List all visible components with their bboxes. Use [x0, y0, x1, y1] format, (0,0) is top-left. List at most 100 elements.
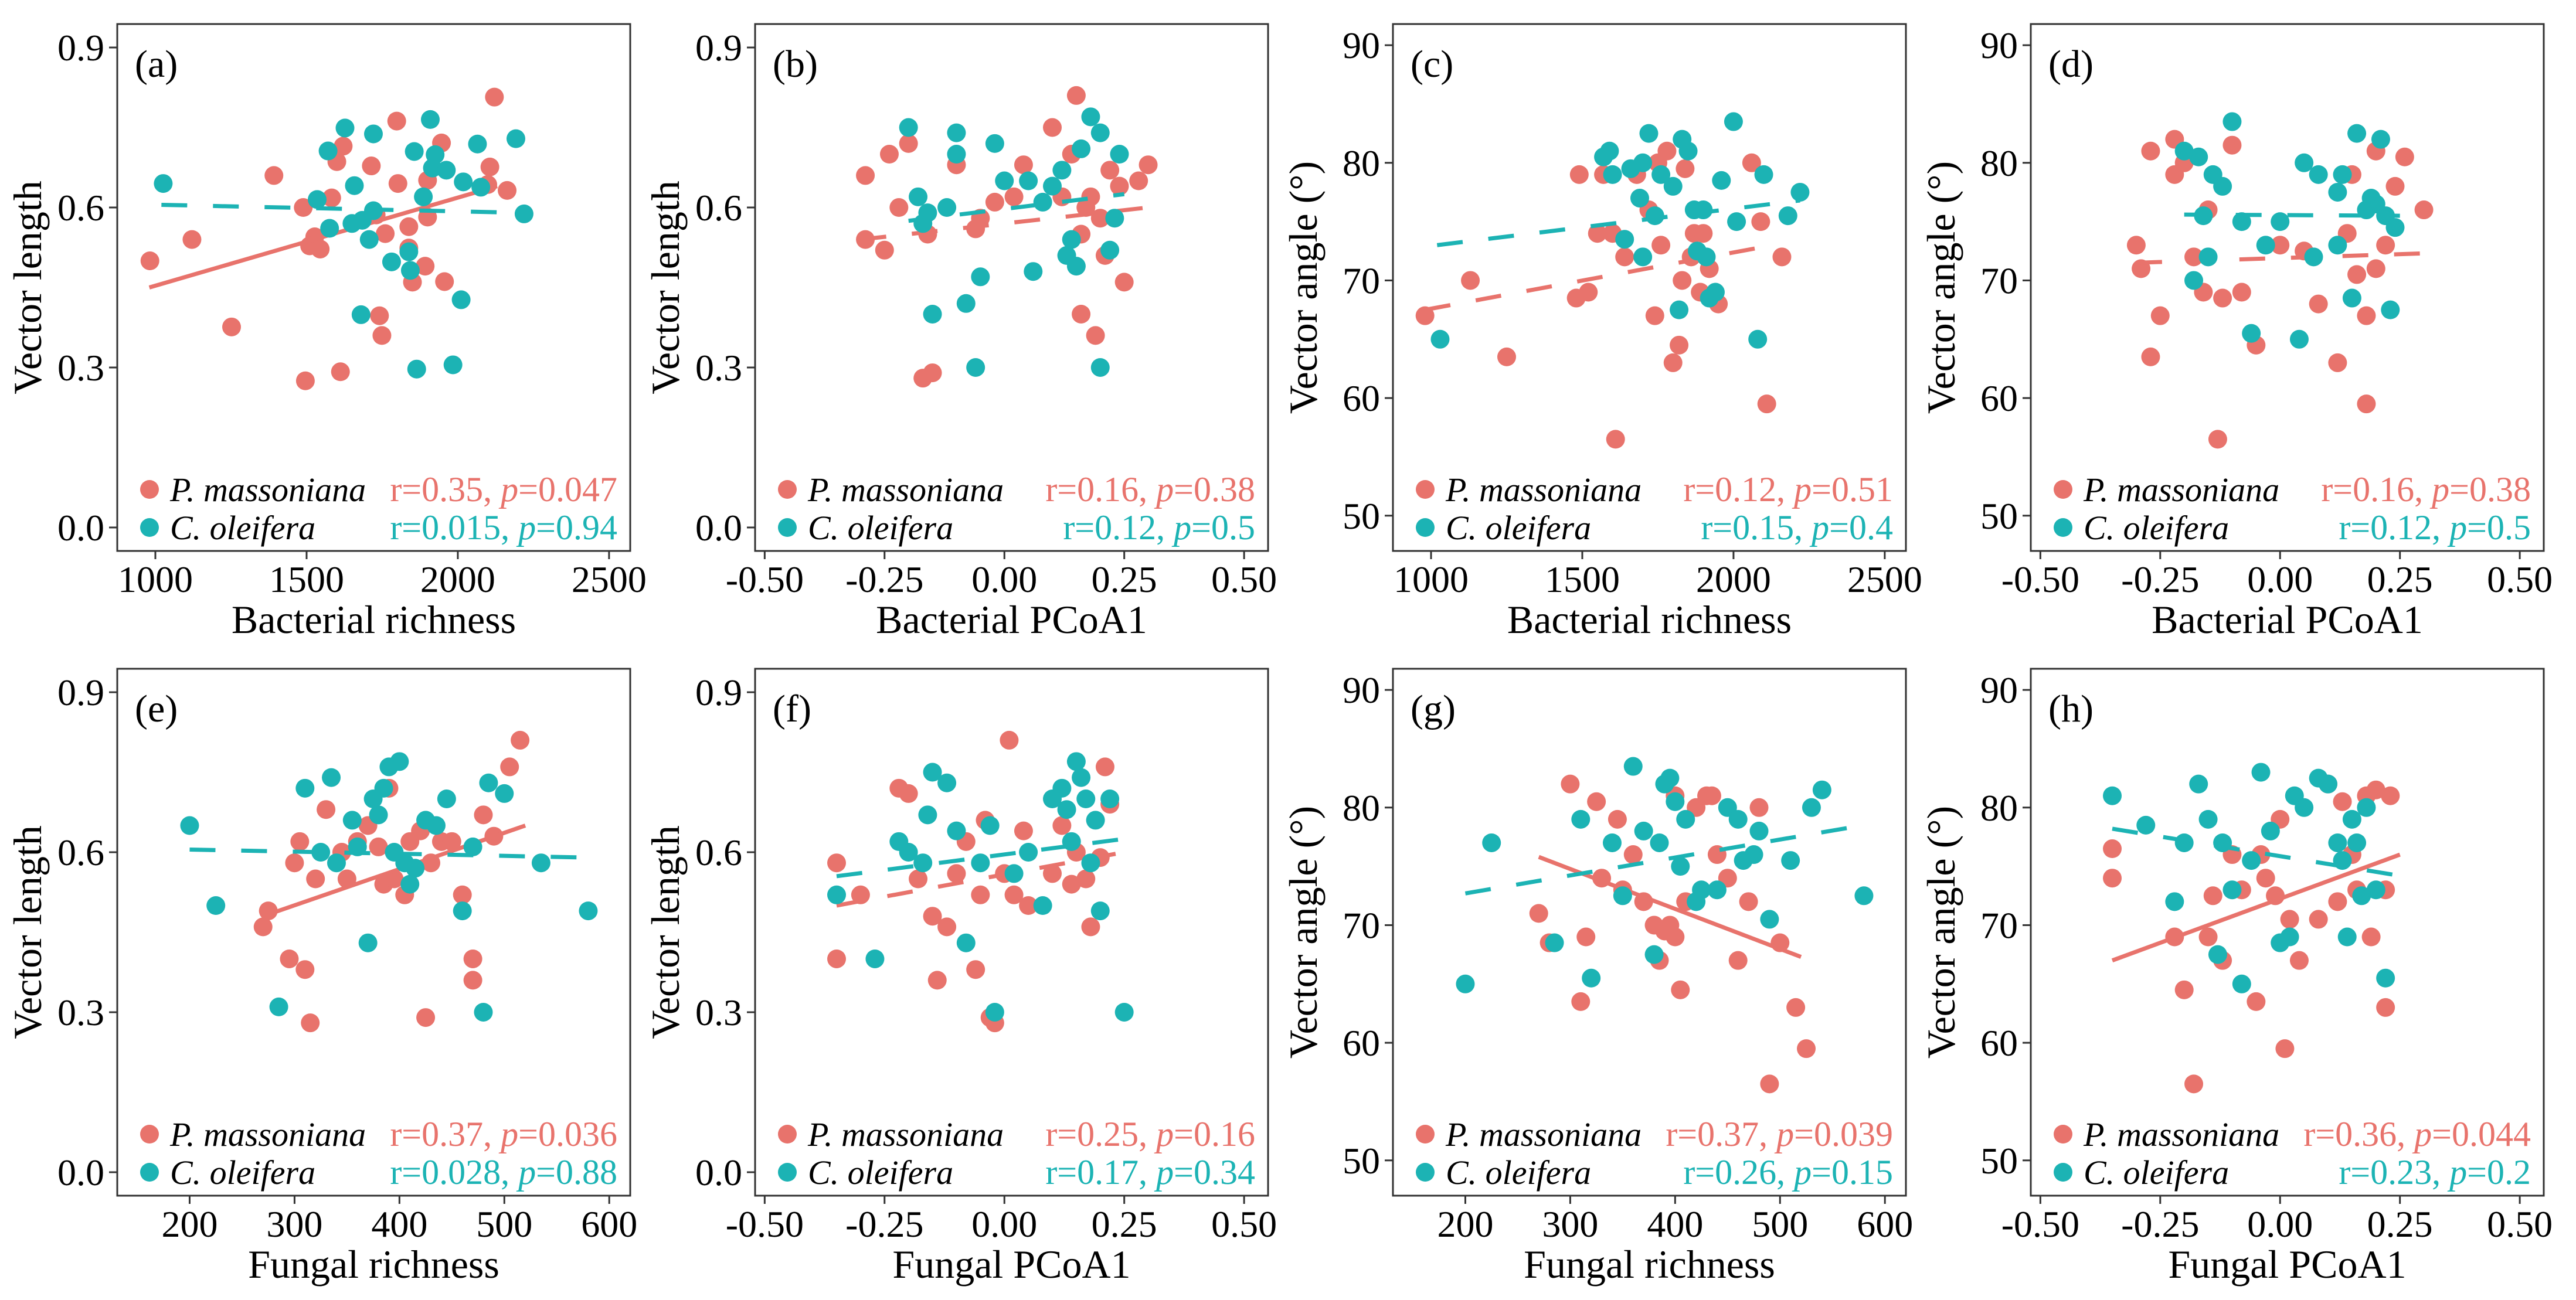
data-point [985, 192, 1004, 212]
data-point [322, 768, 341, 787]
data-point [1114, 273, 1134, 292]
legend-marker [140, 518, 159, 537]
y-tick-label: 0.9 [57, 672, 104, 713]
data-point [453, 901, 472, 921]
data-point [2347, 265, 2367, 284]
correlation-stat: r=0.12, p=0.5 [1063, 508, 1255, 547]
data-point [369, 805, 388, 825]
data-point [322, 188, 341, 207]
data-point [1623, 845, 1643, 865]
data-point [2208, 430, 2227, 449]
stat-r: r=0.16, [2321, 470, 2432, 509]
stat-r: r=0.12, [2339, 508, 2449, 547]
data-point [1781, 851, 1800, 870]
x-tick-label: 0.50 [2487, 559, 2553, 600]
data-point [2414, 200, 2434, 220]
data-point [889, 198, 909, 217]
data-point [1076, 869, 1096, 889]
data-point [937, 917, 957, 937]
legend-label: C. oleifera [2084, 1153, 2229, 1192]
y-tick-label: 0.0 [695, 507, 742, 549]
data-point [399, 217, 419, 236]
stat-p-value: =0.38 [1174, 470, 1255, 509]
data-point [531, 853, 550, 873]
data-point [2242, 324, 2261, 343]
x-tick-label: 1500 [1545, 559, 1620, 600]
data-point [2247, 992, 2266, 1011]
y-tick-label: 0.6 [695, 187, 742, 229]
series-p-massoniana [253, 730, 530, 1033]
data-point [2395, 147, 2414, 166]
data-point [1663, 176, 1683, 196]
data-point [966, 358, 985, 377]
y-axis-title: Vector angle (°) [1281, 161, 1326, 414]
stat-p-value: =0.047 [518, 470, 617, 509]
data-point [345, 176, 364, 195]
data-point [2347, 124, 2367, 143]
data-point [317, 800, 336, 819]
data-point [2136, 815, 2156, 835]
data-point [511, 730, 530, 750]
panel-g: 50 60 70 80 90 200 300 400 500 600 Fungal richness… [1281, 668, 1913, 1287]
data-point [899, 843, 918, 862]
data-point [390, 752, 409, 771]
data-point [1670, 335, 1689, 355]
data-point [1630, 188, 1649, 207]
data-point [420, 110, 440, 129]
data-point [2319, 774, 2338, 794]
correlation-stat: r=0.12, p=0.51 [1683, 470, 1893, 509]
data-point [995, 171, 1014, 190]
data-point [1014, 155, 1033, 175]
data-point [937, 773, 957, 792]
data-point [311, 843, 331, 862]
stat-r: r=0.35, [390, 470, 501, 509]
data-point [1066, 257, 1086, 276]
correlation-stat: r=0.26, p=0.15 [1683, 1153, 1893, 1192]
data-point [579, 901, 598, 921]
data-point [2376, 968, 2395, 988]
correlation-stat: r=0.25, p=0.16 [1045, 1115, 1255, 1153]
legend-label: P. massoniana [807, 471, 1004, 509]
data-point [1090, 901, 1110, 921]
data-point [1634, 821, 1653, 840]
data-point [2141, 347, 2160, 366]
panel-e: 0.0 0.3 0.6 0.9 200 300 400 500 600 Fungal richne… [5, 668, 637, 1287]
y-tick-label: 60 [1343, 377, 1380, 419]
stat-p-value: =0.38 [2449, 470, 2531, 509]
data-point [2189, 774, 2208, 794]
x-tick-label: 2500 [572, 559, 647, 600]
plot-frame [116, 668, 631, 1197]
data-point [1670, 300, 1689, 319]
stat-p-symbol: p [1792, 470, 1812, 509]
data-point [1062, 874, 1081, 894]
data-point [1019, 896, 1038, 916]
x-tick-label: 0.00 [971, 1203, 1037, 1245]
data-point [2203, 886, 2222, 906]
data-point [405, 142, 424, 161]
legend-marker [140, 1125, 159, 1144]
data-point [1110, 145, 1129, 164]
data-point [2289, 329, 2309, 349]
data-point [140, 251, 159, 271]
data-point [1456, 974, 1475, 993]
data-point [416, 1008, 436, 1027]
y-axis-title: Vector length [5, 825, 50, 1039]
data-point [865, 949, 885, 968]
data-point [2222, 135, 2242, 155]
data-point [2150, 306, 2170, 325]
data-point [2381, 786, 2400, 805]
correlation-stat: r=0.36, p=0.044 [2303, 1115, 2531, 1153]
data-point [1081, 917, 1100, 937]
data-point [1100, 161, 1120, 180]
stat-p-symbol: p [1792, 1153, 1812, 1192]
data-point [454, 172, 473, 192]
data-point [856, 166, 875, 185]
data-point [1606, 430, 1625, 449]
y-tick-label: 70 [1980, 904, 2018, 946]
x-tick-label: 0.00 [2247, 559, 2313, 600]
data-point [1110, 176, 1129, 196]
series-c-oleifera [180, 752, 598, 1022]
data-point [927, 971, 947, 990]
stat-p-symbol: p [498, 470, 518, 509]
